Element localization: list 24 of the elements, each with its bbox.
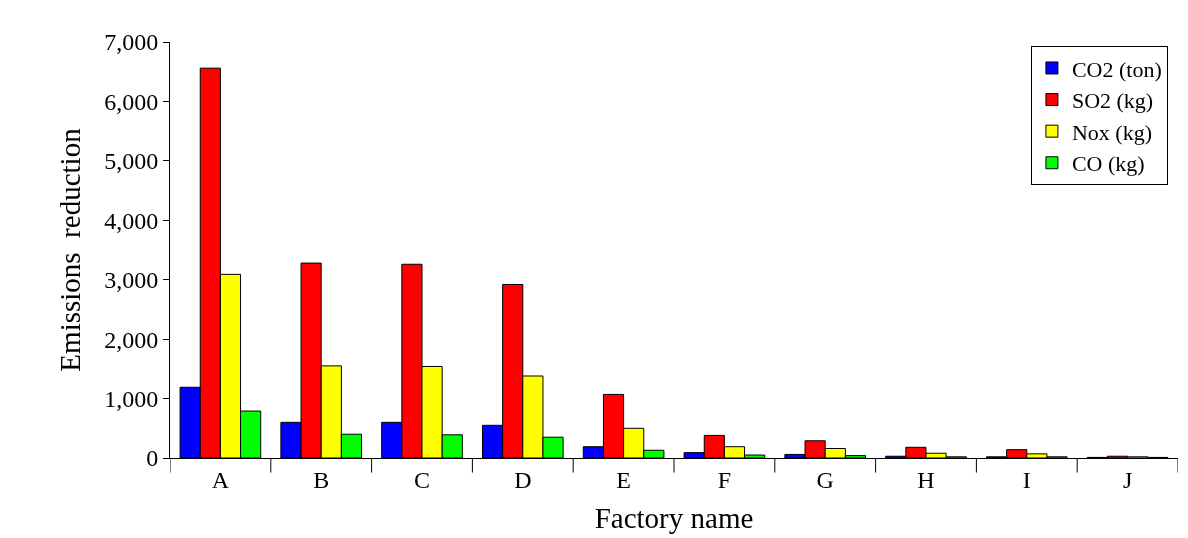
y-axis-title: Emissions reduction	[53, 127, 86, 372]
x-tick-label: F	[717, 466, 732, 493]
x-tick-label: J	[1122, 466, 1133, 493]
x-tick-label: A	[211, 466, 230, 493]
x-tick-label: I	[1022, 466, 1031, 493]
legend-label: CO (kg)	[1071, 151, 1145, 177]
x-tick-label: H	[917, 466, 935, 493]
legend-label: CO2 (ton)	[1071, 56, 1162, 82]
y-tick-label: 0	[146, 445, 159, 472]
y-tick-label: 3,000	[104, 267, 159, 294]
y-tick-label: 6,000	[104, 88, 159, 115]
x-tick-label: E	[616, 466, 631, 493]
x-tick-label: G	[816, 466, 834, 493]
y-tick-label: 1,000	[104, 385, 159, 412]
y-tick-label: 2,000	[104, 326, 159, 353]
legend-label: SO2 (kg)	[1071, 88, 1154, 114]
x-tick-label: D	[514, 466, 532, 493]
y-tick-label: 5,000	[104, 148, 159, 175]
legend-label: Nox (kg)	[1071, 119, 1152, 145]
x-tick-label: B	[313, 466, 330, 493]
y-tick-label: 7,000	[104, 29, 159, 56]
x-tick-label: C	[413, 466, 431, 493]
x-axis-title: Factory name	[594, 501, 754, 534]
y-tick-label: 4,000	[104, 207, 159, 234]
